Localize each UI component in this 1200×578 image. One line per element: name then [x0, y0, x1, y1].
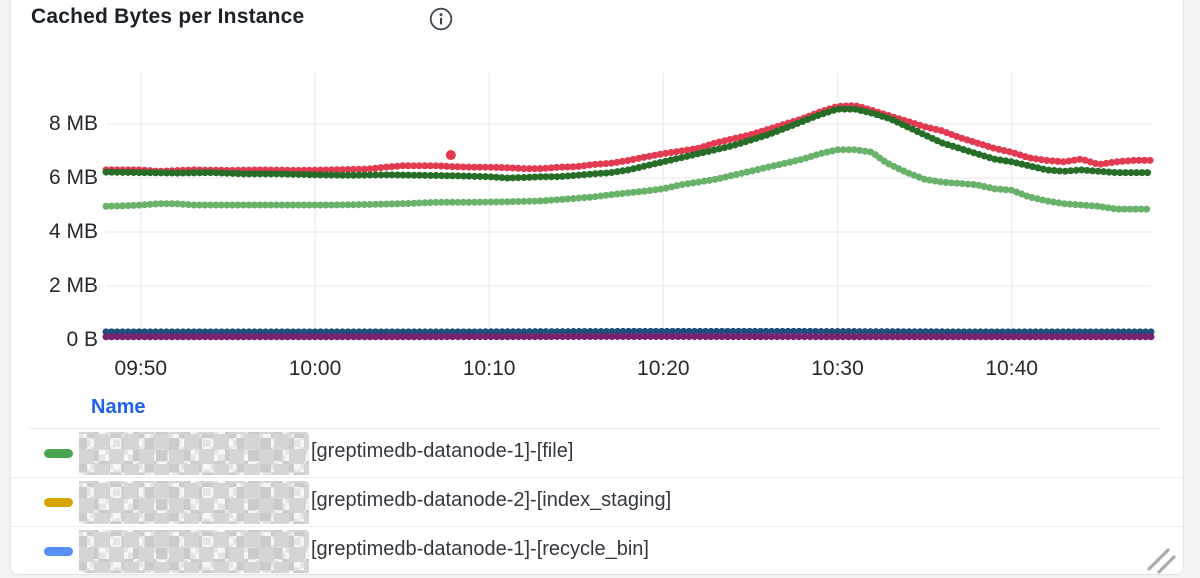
series-light-green — [102, 146, 1155, 213]
legend-row-label: [greptimedb-datanode-2]-[index_staging] — [311, 489, 672, 511]
redacted-instance-name — [79, 481, 309, 524]
legend-table: [greptimedb-datanode-1]-[file] [greptime… — [11, 429, 1183, 574]
outlier-point — [445, 150, 456, 161]
legend-row[interactable]: [greptimedb-datanode-1]-[file] — [11, 429, 1183, 478]
x-tick-label: 09:50 — [114, 357, 168, 380]
legend-header-name[interactable]: Name — [91, 396, 146, 418]
series-red — [102, 102, 1155, 175]
y-tick-label: 0 B — [66, 328, 98, 351]
x-tick-label: 10:20 — [637, 357, 690, 380]
x-tick-label: 10:00 — [288, 357, 342, 380]
legend-row-label: [greptimedb-datanode-1]-[file] — [311, 440, 574, 462]
series-navy — [102, 327, 1155, 336]
x-tick-label: 10:40 — [985, 357, 1038, 380]
y-tick-label: 6 MB — [48, 166, 98, 189]
series-dark-green — [102, 105, 1155, 182]
legend-row[interactable]: [greptimedb-datanode-1]-[recycle_bin] — [11, 527, 1183, 574]
info-circle-icon[interactable] — [428, 6, 454, 32]
x-tick-label: 10:10 — [462, 357, 516, 380]
series-color-marker — [44, 498, 73, 507]
redacted-instance-name — [79, 432, 309, 475]
x-tick-label: 10:30 — [811, 357, 864, 380]
y-tick-label: 4 MB — [48, 220, 98, 243]
legend-header-divider — [29, 428, 1161, 429]
chart-panel: Cached Bytes per Instance 0 B 2 MB 4 MB 6 M… — [10, 0, 1184, 575]
series-color-marker — [44, 547, 73, 556]
series-color-marker — [44, 449, 73, 458]
legend-row[interactable]: [greptimedb-datanode-2]-[index_staging] — [11, 478, 1183, 527]
y-tick-label: 2 MB — [48, 274, 98, 297]
redacted-instance-name — [79, 530, 309, 573]
panel-title: Cached Bytes per Instance — [31, 5, 305, 28]
y-tick-label: 8 MB — [48, 112, 98, 135]
chart-plot-area[interactable] — [11, 0, 1184, 575]
panel-resize-handle[interactable] — [1147, 542, 1181, 574]
legend-row-label: [greptimedb-datanode-1]-[recycle_bin] — [311, 538, 649, 560]
